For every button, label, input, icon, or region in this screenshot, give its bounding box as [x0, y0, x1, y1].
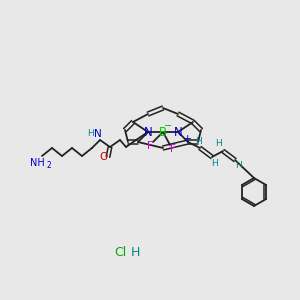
- Text: H: H: [236, 161, 242, 170]
- Text: N: N: [94, 129, 102, 139]
- Text: H: H: [216, 140, 222, 148]
- Text: H: H: [211, 160, 218, 169]
- Text: NH: NH: [30, 158, 44, 168]
- Text: H: H: [88, 130, 94, 139]
- Text: H: H: [130, 245, 140, 259]
- Text: 2: 2: [46, 160, 51, 169]
- Text: B: B: [159, 125, 167, 139]
- Text: O: O: [100, 152, 108, 162]
- Text: Cl: Cl: [114, 245, 126, 259]
- Text: −: −: [164, 121, 172, 131]
- Text: +: +: [182, 134, 192, 144]
- Text: N: N: [174, 125, 182, 139]
- Text: F: F: [170, 144, 176, 154]
- Text: F: F: [147, 141, 153, 151]
- Text: H: H: [195, 136, 201, 146]
- Text: N: N: [144, 125, 152, 139]
